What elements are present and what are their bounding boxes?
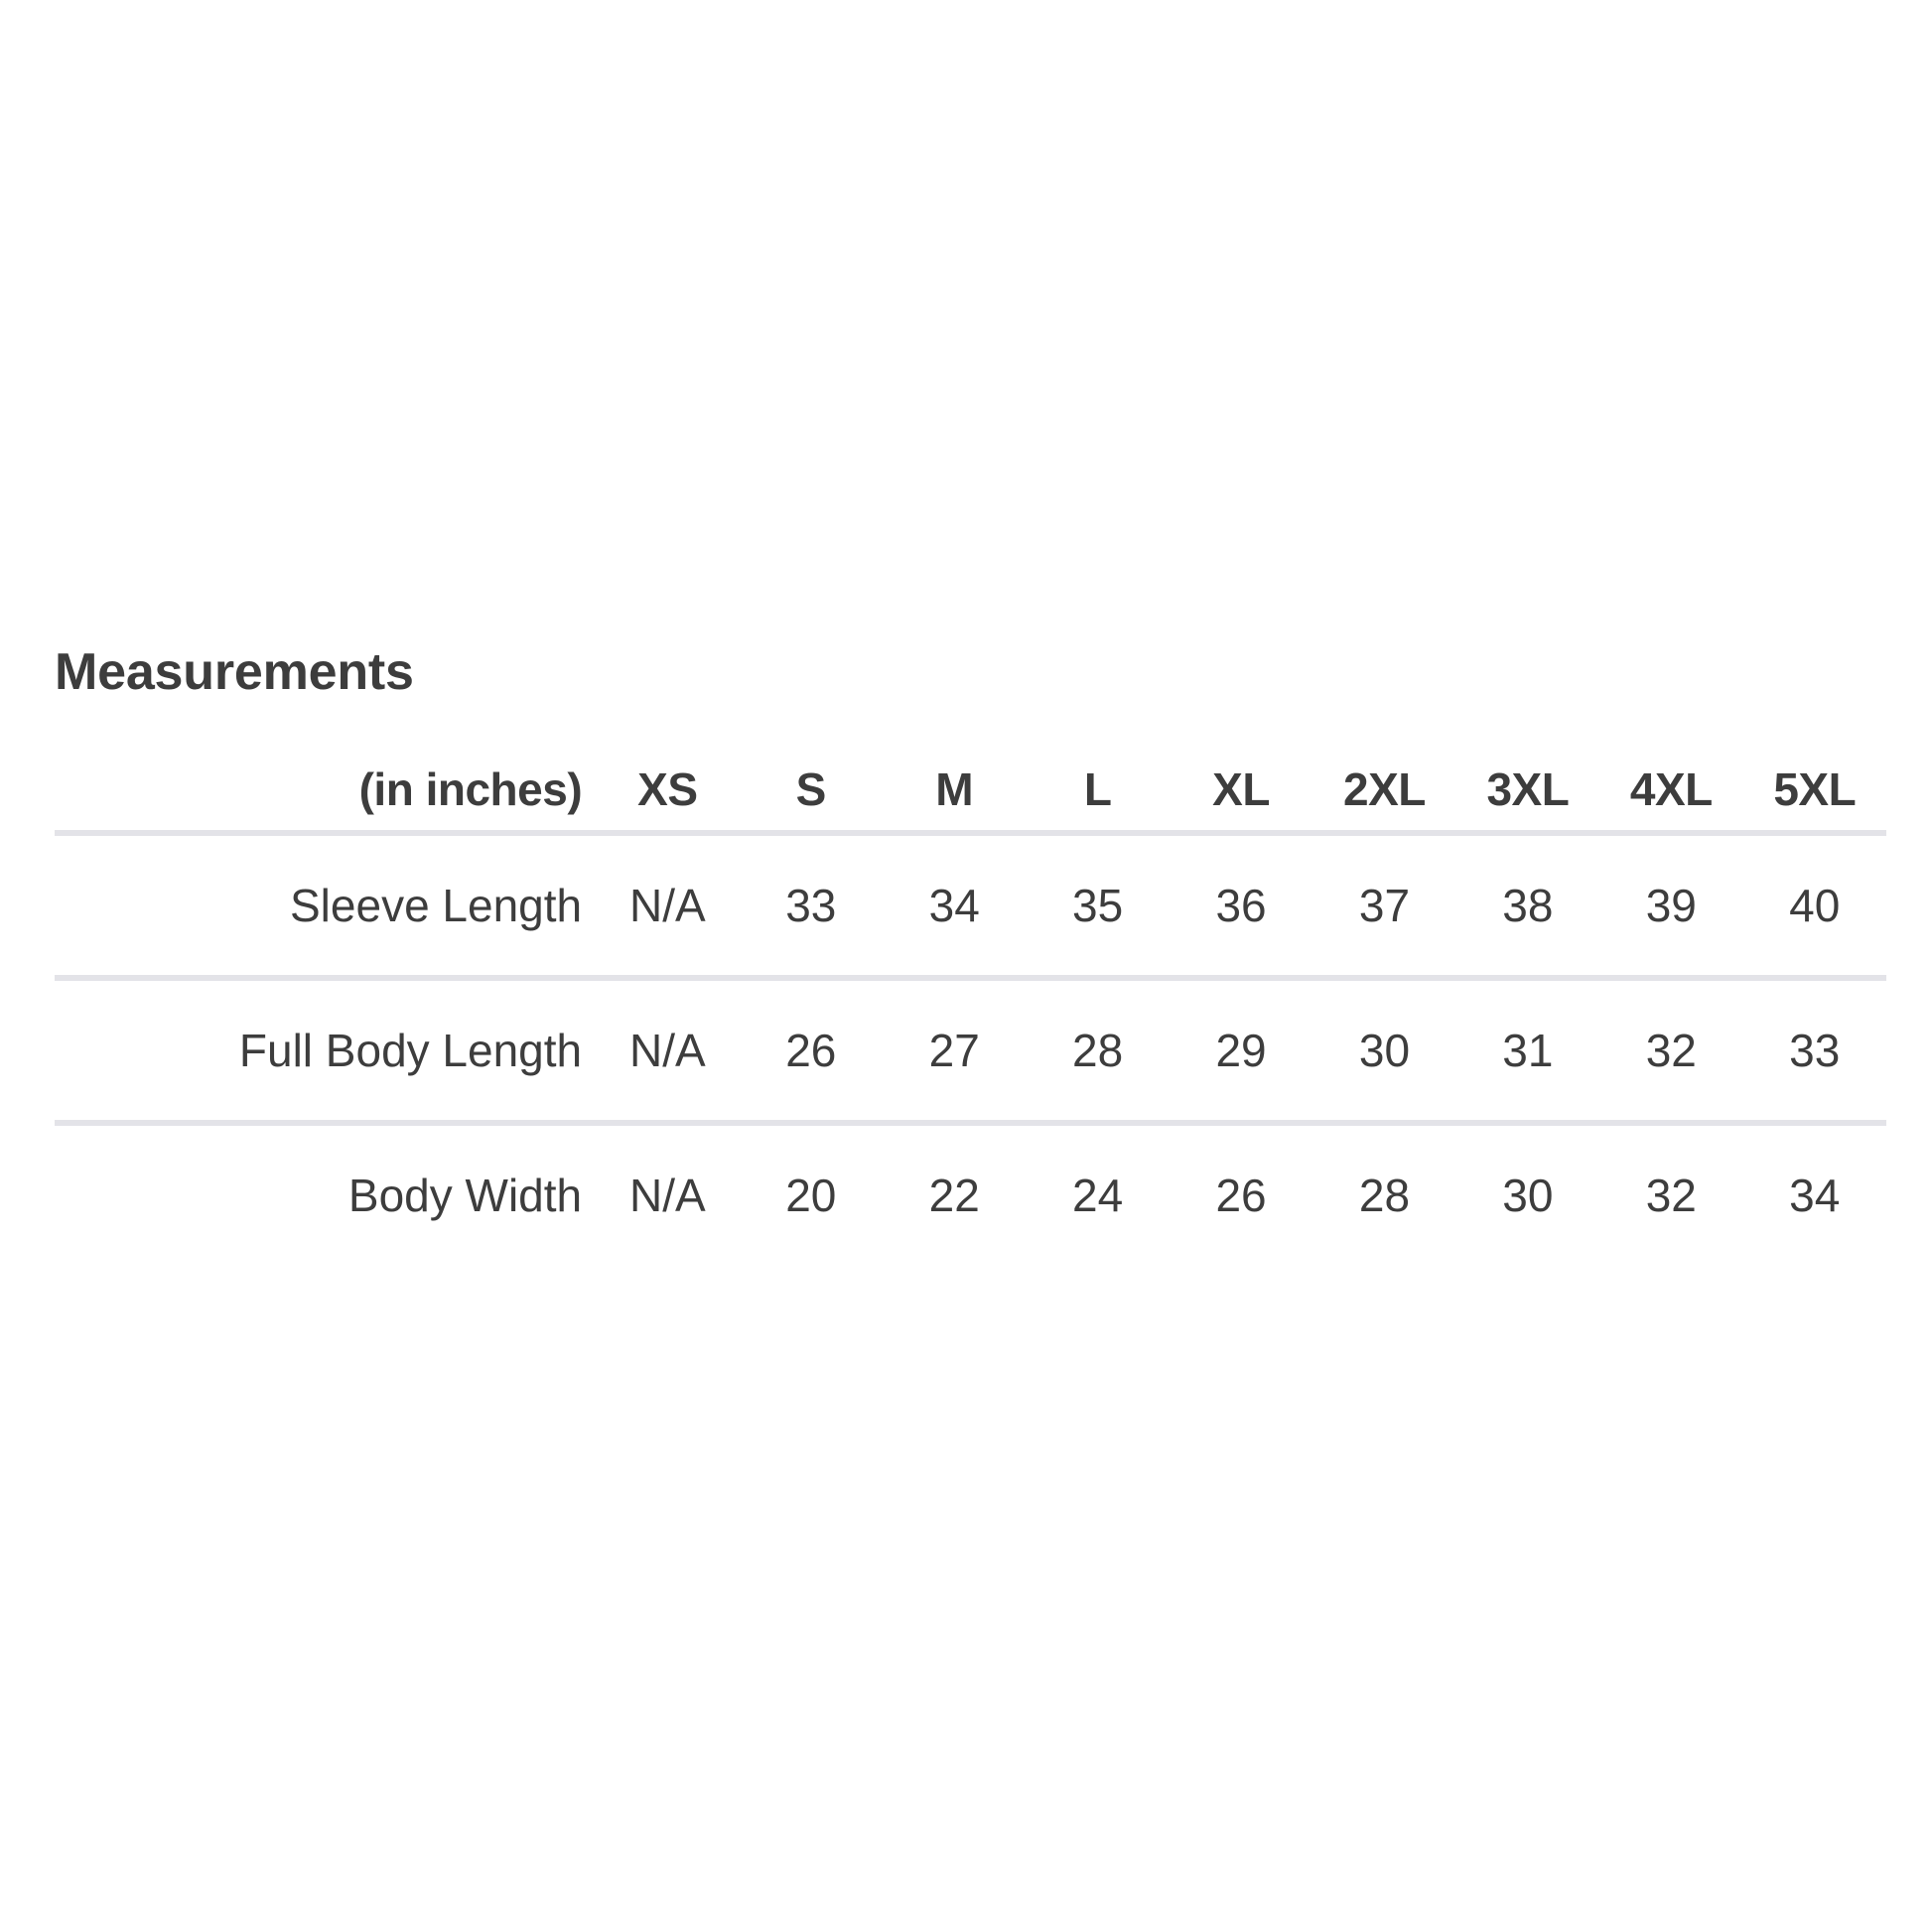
cell-body-width-5xl: 34 — [1742, 1120, 1886, 1266]
column-header-5xl: 5XL — [1773, 763, 1857, 816]
column-header-l: L — [1083, 763, 1112, 816]
column-header-unit: (in inches) — [358, 763, 583, 816]
table-header-row: (in inches) XS S M L XL 2XL 3XL 4XL 5XL — [55, 749, 1886, 833]
cell-full-body-length-4xl: 32 — [1599, 975, 1743, 1124]
row-label-body-width: Body Width — [55, 1120, 597, 1266]
cell-full-body-length-m: 27 — [882, 975, 1027, 1124]
column-header-xs: XS — [637, 763, 698, 816]
table-row: Body Width N/A 20 22 24 26 28 30 32 34 — [55, 1120, 1886, 1266]
cell-sleeve-length-2xl: 37 — [1312, 830, 1456, 979]
column-header-2xl: 2XL — [1343, 763, 1426, 816]
cell-full-body-length-l: 28 — [1026, 975, 1170, 1124]
cell-full-body-length-s: 26 — [739, 975, 883, 1124]
cell-sleeve-length-l: 35 — [1026, 830, 1170, 979]
cell-full-body-length-xs: N/A — [596, 975, 740, 1124]
cell-body-width-xs: N/A — [596, 1120, 740, 1266]
cell-full-body-length-3xl: 31 — [1455, 975, 1600, 1124]
cell-sleeve-length-5xl: 40 — [1742, 830, 1886, 979]
column-header-m: M — [935, 763, 974, 816]
cell-body-width-l: 24 — [1026, 1120, 1170, 1266]
cell-sleeve-length-m: 34 — [882, 830, 1027, 979]
row-label-sleeve-length: Sleeve Length — [55, 830, 597, 979]
row-label-full-body-length: Full Body Length — [55, 975, 597, 1124]
cell-sleeve-length-4xl: 39 — [1599, 830, 1743, 979]
cell-body-width-s: 20 — [739, 1120, 883, 1266]
table-row: Sleeve Length N/A 33 34 35 36 37 38 39 4… — [55, 830, 1886, 979]
column-header-xl: XL — [1212, 763, 1270, 816]
cell-body-width-4xl: 32 — [1599, 1120, 1743, 1266]
cell-sleeve-length-xl: 36 — [1169, 830, 1313, 979]
size-chart-table: (in inches) XS S M L XL 2XL 3XL 4XL 5XL … — [55, 749, 1886, 1266]
cell-body-width-2xl: 28 — [1312, 1120, 1456, 1266]
cell-body-width-m: 22 — [882, 1120, 1027, 1266]
cell-full-body-length-xl: 29 — [1169, 975, 1313, 1124]
measurements-section: Measurements (in inches) XS S M L XL 2XL… — [55, 643, 1886, 1266]
cell-body-width-3xl: 30 — [1455, 1120, 1600, 1266]
cell-full-body-length-2xl: 30 — [1312, 975, 1456, 1124]
table-row: Full Body Length N/A 26 27 28 29 30 31 3… — [55, 975, 1886, 1124]
column-header-4xl: 4XL — [1629, 763, 1713, 816]
cell-full-body-length-5xl: 33 — [1742, 975, 1886, 1124]
cell-body-width-xl: 26 — [1169, 1120, 1313, 1266]
page-title: Measurements — [55, 643, 414, 701]
cell-sleeve-length-3xl: 38 — [1455, 830, 1600, 979]
cell-sleeve-length-s: 33 — [739, 830, 883, 979]
column-header-3xl: 3XL — [1486, 763, 1570, 816]
column-header-s: S — [795, 763, 827, 816]
cell-sleeve-length-xs: N/A — [596, 830, 740, 979]
